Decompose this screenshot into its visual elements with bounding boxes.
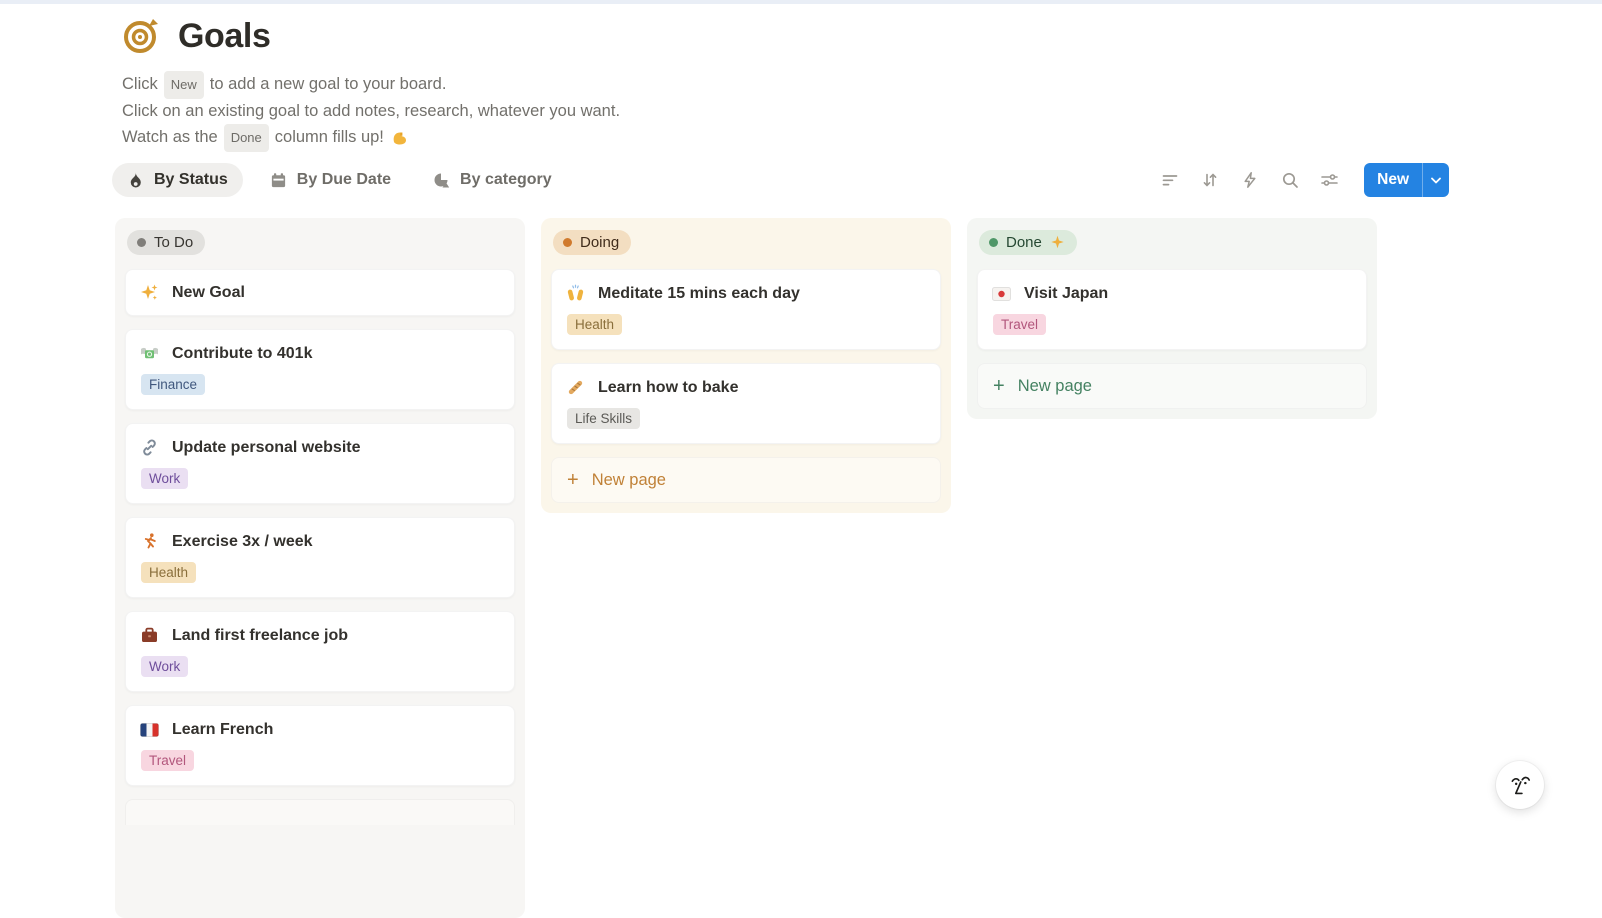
france-flag-icon xyxy=(140,720,159,739)
tag-life-skills: Life Skills xyxy=(567,408,641,429)
card-update-website[interactable]: Update personal website Work xyxy=(125,423,515,504)
new-page-label: New page xyxy=(591,470,666,489)
new-page-label: New page xyxy=(1017,376,1092,395)
desc-text: Click xyxy=(122,75,158,93)
card-learn-to-bake[interactable]: Learn how to bake Life Skills xyxy=(551,363,941,444)
new-page-button-done[interactable]: + New page xyxy=(977,363,1367,409)
tag-health: Health xyxy=(567,314,623,335)
sparkle-icon xyxy=(1050,235,1065,250)
desc-text: Click on an existing goal to add notes, … xyxy=(122,101,621,120)
page-description: Click New to add a new goal to your boar… xyxy=(122,71,620,152)
briefcase-icon xyxy=(140,626,159,645)
card-exercise[interactable]: Exercise 3x / week Health xyxy=(125,517,515,598)
bolt-icon[interactable] xyxy=(1240,171,1259,190)
card-learn-french[interactable]: Learn French Travel xyxy=(125,705,515,786)
column-name: Doing xyxy=(580,234,620,251)
column-header-done[interactable]: Done xyxy=(979,230,1077,255)
chart-icon xyxy=(433,172,450,189)
sort-icon[interactable] xyxy=(1200,171,1219,190)
view-tabs-bar: By Status By Due Date By category xyxy=(112,163,1449,197)
status-dot-green xyxy=(989,238,998,247)
new-button-label: New xyxy=(1377,171,1409,188)
money-with-wings-icon xyxy=(140,344,159,363)
window-top-edge xyxy=(0,0,1602,4)
chevron-down-icon xyxy=(1431,177,1441,184)
card-title: Exercise 3x / week xyxy=(172,532,313,550)
sparkles-icon xyxy=(140,283,159,302)
done-chip: Done xyxy=(223,124,269,152)
tag-travel: Travel xyxy=(993,314,1047,335)
link-icon xyxy=(140,438,159,457)
column-doing: Doing Meditate 15 mins each day xyxy=(541,218,951,513)
calendar-icon xyxy=(270,171,287,189)
tab-label: By category xyxy=(460,171,552,188)
card-title: Visit Japan xyxy=(1024,284,1109,302)
filter-icon[interactable] xyxy=(1160,171,1179,190)
card-title: Learn French xyxy=(172,720,274,738)
desc-text: column fills up! xyxy=(274,128,384,146)
card-new-goal[interactable]: New Goal xyxy=(125,269,515,316)
new-page-button-doing[interactable]: + New page xyxy=(551,457,941,503)
page-title: Goals xyxy=(178,16,271,55)
column-to-do: To Do New Goal xyxy=(115,218,525,918)
card-meditate[interactable]: Meditate 15 mins each day Health xyxy=(551,269,941,350)
desc-text: Watch as the xyxy=(122,128,218,146)
partial-card-cutoff[interactable] xyxy=(125,799,515,825)
flexed-biceps-icon xyxy=(390,129,408,147)
kanban-board: To Do New Goal xyxy=(115,218,1377,918)
plus-icon: + xyxy=(567,469,579,491)
notion-ai-face-icon xyxy=(1507,771,1533,799)
sliders-icon[interactable] xyxy=(1320,171,1339,190)
card-title: Learn how to bake xyxy=(598,378,739,396)
tag-travel: Travel xyxy=(141,750,195,771)
tab-by-due-date[interactable]: By Due Date xyxy=(255,163,406,197)
new-button[interactable]: New xyxy=(1364,163,1449,197)
card-title: Contribute to 401k xyxy=(172,344,313,362)
column-done: Done Visit Japan Travel xyxy=(967,218,1377,419)
column-name: To Do xyxy=(154,234,194,251)
new-chip: New xyxy=(163,71,204,99)
flame-icon xyxy=(127,171,144,189)
search-icon[interactable] xyxy=(1280,171,1299,190)
card-title: Land first freelance job xyxy=(172,626,349,644)
view-toolbar: New xyxy=(1160,163,1449,197)
card-title: Meditate 15 mins each day xyxy=(598,284,800,302)
new-button-dropdown[interactable] xyxy=(1422,163,1449,197)
page-header: Goals Click New to add a new goal to you… xyxy=(122,12,620,152)
tab-label: By Due Date xyxy=(296,171,392,188)
column-header-to-do[interactable]: To Do xyxy=(127,230,206,255)
tab-label: By Status xyxy=(154,171,228,188)
column-name: Done xyxy=(1006,234,1042,251)
tag-finance: Finance xyxy=(141,374,206,395)
status-dot-gray xyxy=(137,238,146,247)
tab-by-status[interactable]: By Status xyxy=(112,163,243,197)
plus-icon: + xyxy=(993,375,1005,397)
tab-by-category[interactable]: By category xyxy=(418,163,567,197)
raised-hands-icon xyxy=(566,284,585,303)
runner-icon xyxy=(140,532,159,551)
card-contribute-401k[interactable]: Contribute to 401k Finance xyxy=(125,329,515,410)
card-title: New Goal xyxy=(172,283,245,301)
target-icon[interactable] xyxy=(122,17,160,55)
tag-health: Health xyxy=(141,562,197,583)
notion-ai-button[interactable] xyxy=(1496,761,1544,809)
baguette-icon xyxy=(566,378,585,397)
column-header-doing[interactable]: Doing xyxy=(553,230,632,255)
desc-text: to add a new goal to your board. xyxy=(209,75,447,93)
tag-work: Work xyxy=(141,656,189,677)
tag-work: Work xyxy=(141,468,189,489)
card-freelance-job[interactable]: Land first freelance job Work xyxy=(125,611,515,692)
japan-flag-icon xyxy=(992,284,1011,303)
status-dot-orange xyxy=(563,238,572,247)
card-visit-japan[interactable]: Visit Japan Travel xyxy=(977,269,1367,350)
card-title: Update personal website xyxy=(172,438,361,456)
